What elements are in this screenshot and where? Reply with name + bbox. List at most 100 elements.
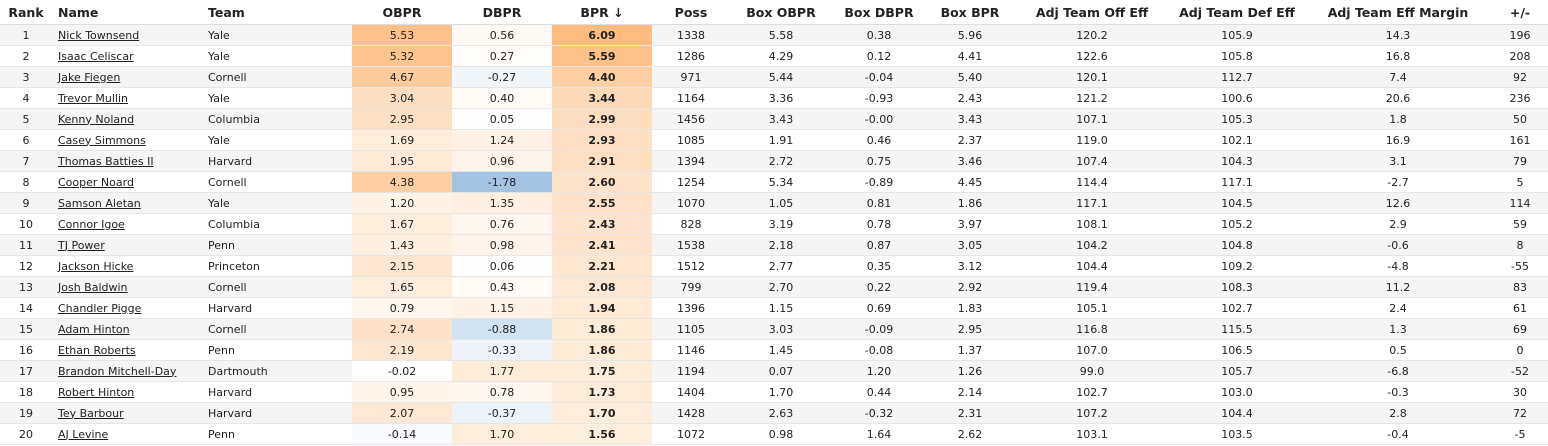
table-cell: -0.6 [1304, 234, 1492, 256]
table-cell: 104.4 [1014, 255, 1170, 277]
table-cell: 5.44 [730, 66, 832, 88]
table-cell: 104.8 [1170, 234, 1304, 256]
table-cell: 1105 [652, 318, 730, 340]
table-cell: 1396 [652, 297, 730, 319]
player-link[interactable]: Thomas Batties II [52, 150, 202, 172]
table-cell: 1.20 [352, 192, 452, 214]
table-row: 8 Cooper Noard Cornell 4.38 -1.78 2.60 1254 5.3… [0, 171, 1548, 193]
player-link[interactable]: Josh Baldwin [52, 276, 202, 298]
table-cell: Harvard [202, 402, 352, 424]
player-link[interactable]: Adam Hinton [52, 318, 202, 340]
player-link[interactable]: Nick Townsend [52, 24, 202, 46]
player-link[interactable]: TJ Power [52, 234, 202, 256]
table-cell: 3.97 [926, 213, 1014, 235]
table-cell: Cornell [202, 276, 352, 298]
column-header[interactable]: DBPR [452, 0, 552, 25]
table-cell: -1.78 [452, 171, 552, 193]
table-cell: Penn [202, 234, 352, 256]
player-link[interactable]: Robert Hinton [52, 381, 202, 403]
table-cell: 14 [0, 297, 52, 319]
table-cell: 105.9 [1170, 24, 1304, 46]
table-cell: 4.38 [352, 171, 452, 193]
column-header[interactable]: OBPR [352, 0, 452, 25]
table-cell: 1085 [652, 129, 730, 151]
player-link[interactable]: Ethan Roberts [52, 339, 202, 361]
table-cell: 0.46 [832, 129, 926, 151]
table-cell: 1.67 [352, 213, 452, 235]
column-header[interactable]: Adj Team Def Eff [1170, 0, 1304, 25]
table-cell: 0.78 [832, 213, 926, 235]
table-cell: 1.69 [352, 129, 452, 151]
table-cell: 1.43 [352, 234, 452, 256]
column-header[interactable]: Adj Team Off Eff [1014, 0, 1170, 25]
player-link[interactable]: Tey Barbour [52, 402, 202, 424]
table-cell: Yale [202, 45, 352, 67]
column-header[interactable]: Name [52, 0, 202, 25]
player-link[interactable]: AJ Levine [52, 423, 202, 445]
table-cell: 971 [652, 66, 730, 88]
table-cell: 16.9 [1304, 129, 1492, 151]
table-cell: 5.32 [352, 45, 452, 67]
column-header[interactable]: Box DBPR [832, 0, 926, 25]
player-link[interactable]: Jake Fiegen [52, 66, 202, 88]
table-cell: 1.24 [452, 129, 552, 151]
column-header[interactable]: +/- [1492, 0, 1548, 25]
table-body: 1 Nick Townsend Yale 5.53 0.56 6.09 1338 5.58 0.… [0, 24, 1548, 445]
table-cell: -0.02 [352, 360, 452, 382]
table-cell: -0.27 [452, 66, 552, 88]
table-cell: 1.70 [730, 381, 832, 403]
table-cell: 0.79 [352, 297, 452, 319]
table-cell: 104.3 [1170, 150, 1304, 172]
player-link[interactable]: Brandon Mitchell-Day [52, 360, 202, 382]
table-cell: 1.45 [730, 339, 832, 361]
table-cell: 5.53 [352, 24, 452, 46]
column-header[interactable]: Adj Team Eff Margin [1304, 0, 1492, 25]
table-cell: Penn [202, 339, 352, 361]
table-cell: 107.4 [1014, 150, 1170, 172]
table-cell: -0.33 [452, 339, 552, 361]
player-link[interactable]: Samson Aletan [52, 192, 202, 214]
column-header[interactable]: Rank [0, 0, 52, 25]
player-link[interactable]: Chandler Pigge [52, 297, 202, 319]
table-cell: 0.06 [452, 255, 552, 277]
player-link[interactable]: Jackson Hicke [52, 255, 202, 277]
table-cell: 3.19 [730, 213, 832, 235]
player-link[interactable]: Kenny Noland [52, 108, 202, 130]
player-link[interactable]: Isaac Celiscar [52, 45, 202, 67]
table-cell: 2.63 [730, 402, 832, 424]
column-header[interactable]: Team [202, 0, 352, 25]
player-link[interactable]: Casey Simmons [52, 129, 202, 151]
table-cell: 20.6 [1304, 87, 1492, 109]
column-header[interactable]: Box OBPR [730, 0, 832, 25]
table-cell: Harvard [202, 381, 352, 403]
column-header[interactable]: BPR ↓ [552, 0, 652, 25]
column-header[interactable]: Poss [652, 0, 730, 25]
table-cell: -0.08 [832, 339, 926, 361]
table-row: 10 Connor Igoe Columbia 1.67 0.76 2.43 828 3.19… [0, 213, 1548, 235]
player-link[interactable]: Cooper Noard [52, 171, 202, 193]
table-cell: 105.2 [1170, 213, 1304, 235]
table-cell: Cornell [202, 318, 352, 340]
table-cell: 18 [0, 381, 52, 403]
table-cell: 0.56 [452, 24, 552, 46]
table-cell: 1.65 [352, 276, 452, 298]
table-cell: 1.35 [452, 192, 552, 214]
table-cell: 1428 [652, 402, 730, 424]
table-cell: -0.00 [832, 108, 926, 130]
player-link[interactable]: Trevor Mullin [52, 87, 202, 109]
table-cell: 10 [0, 213, 52, 235]
table-cell: 1.77 [452, 360, 552, 382]
table-cell: 3.36 [730, 87, 832, 109]
table-cell: 1.8 [1304, 108, 1492, 130]
table-cell: 236 [1492, 87, 1548, 109]
player-link[interactable]: Connor Igoe [52, 213, 202, 235]
table-cell: 2.37 [926, 129, 1014, 151]
table-row: 18 Robert Hinton Harvard 0.95 0.78 1.73 1404 1.… [0, 381, 1548, 403]
table-cell: 0.35 [832, 255, 926, 277]
column-header[interactable]: Box BPR [926, 0, 1014, 25]
table-cell: 6.09 [552, 24, 652, 46]
table-cell: 108.3 [1170, 276, 1304, 298]
table-cell: 828 [652, 213, 730, 235]
table-cell: 102.7 [1170, 297, 1304, 319]
table-cell: 112.7 [1170, 66, 1304, 88]
